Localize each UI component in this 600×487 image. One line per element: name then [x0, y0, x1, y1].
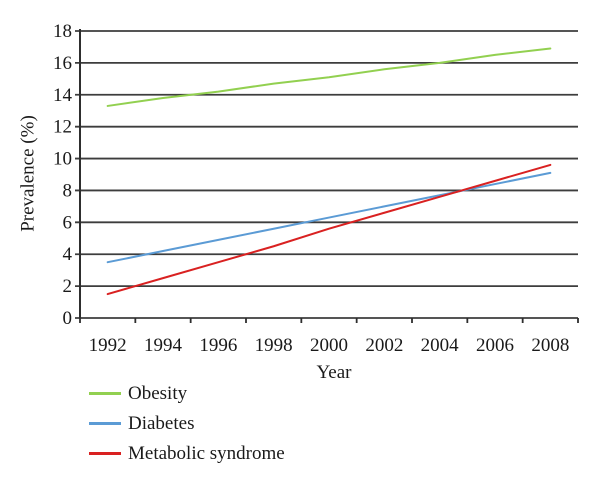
y-tick-label: 10 [53, 149, 72, 170]
legend-label-diabetes: Diabetes [128, 413, 195, 434]
x-tick-label: 2004 [421, 335, 460, 356]
x-tick-label: 1996 [199, 335, 237, 356]
legend-label-metabolic-syndrome: Metabolic syndrome [128, 443, 285, 464]
legend-item-metabolic-syndrome: Metabolic syndrome [89, 443, 285, 464]
x-tick-label: 2006 [476, 335, 514, 356]
legend-swatch-diabetes [89, 422, 121, 425]
legend-item-obesity: Obesity [89, 383, 187, 404]
legend-swatch-obesity [89, 392, 121, 395]
x-axis-title: Year [316, 362, 352, 383]
y-tick-label: 14 [53, 85, 73, 106]
legend-swatch-metabolic-syndrome [89, 452, 121, 455]
series-line-diabetes [106, 171, 552, 264]
y-tick-label: 4 [63, 244, 73, 265]
x-tick-label: 2002 [365, 335, 403, 356]
y-tick-label: 6 [63, 212, 73, 233]
x-tick-label: 2000 [310, 335, 348, 356]
y-tick-label: 8 [63, 180, 73, 201]
y-tick-label: 16 [53, 53, 72, 74]
y-tick-label: 18 [53, 21, 72, 42]
series-line-metabolic-syndrome [106, 163, 552, 296]
y-axis-title: Prevalence (%) [17, 115, 39, 232]
x-tick-label: 1994 [144, 335, 183, 356]
legend-item-diabetes: Diabetes [89, 413, 194, 434]
y-tick-label: 2 [63, 276, 73, 297]
series-line-obesity [106, 47, 552, 107]
x-tick-label: 2008 [531, 335, 569, 356]
x-tick-label: 1992 [89, 335, 127, 356]
y-tick-label: 12 [53, 117, 72, 138]
legend-label-obesity: Obesity [128, 383, 188, 404]
x-tick-label: 1998 [255, 335, 293, 356]
y-tick-label: 0 [63, 308, 73, 329]
